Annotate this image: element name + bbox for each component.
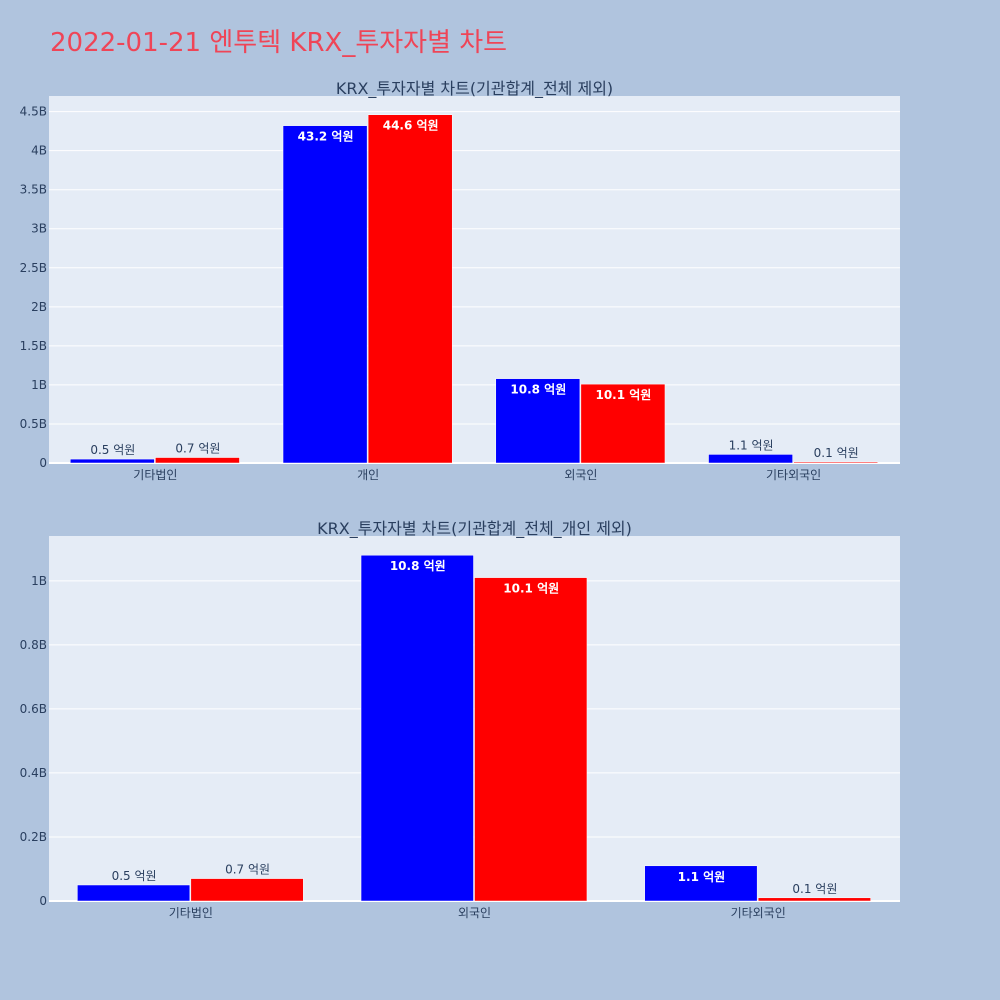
chart-top: KRX_투자자별 차트(기관합계_전체 제외) 0 0.5B 1B 1.5B 2B 2.5B… xyxy=(20,79,900,482)
top-chart-y-tick-label: 4.5B xyxy=(20,105,47,119)
top-chart-bar xyxy=(367,114,453,464)
top-chart-bar xyxy=(495,378,581,464)
bottom-chart-bar xyxy=(360,554,474,902)
bottom-chart-bar xyxy=(474,577,588,902)
bottom-chart-y-tick-label: 0.6B xyxy=(20,702,47,716)
top-chart-y-tick-label: 3.5B xyxy=(20,183,47,197)
bottom-chart-y-tick-label: 1B xyxy=(31,574,47,588)
bottom-chart-title: KRX_투자자별 차트(기관합계_전체_개인 제외) xyxy=(317,519,632,539)
top-chart-y-tick-label: 1B xyxy=(31,378,47,392)
page-title: 2022-01-21 엔투텍 KRX_투자자별 차트 xyxy=(50,28,508,58)
top-chart-plot-area xyxy=(49,96,900,463)
bottom-chart-y-tick-label: 0.8B xyxy=(20,638,47,652)
top-chart-data-label: 0.5 억원 xyxy=(90,443,135,457)
top-chart-bar xyxy=(793,461,878,464)
top-chart-y-tick-label: 3B xyxy=(31,222,47,236)
bottom-chart-bar xyxy=(757,897,871,902)
top-chart-x-tick-label: 기타외국인 xyxy=(766,468,821,482)
bottom-chart-x-tick-label: 기타법인 xyxy=(169,906,213,920)
bottom-chart-bar xyxy=(77,884,191,902)
top-chart-bar xyxy=(580,383,666,464)
top-chart-y-tick-label: 0 xyxy=(39,456,47,470)
bottom-chart-x-tick-label: 기타외국인 xyxy=(731,906,786,920)
bottom-chart-data-label: 0.7 억원 xyxy=(225,863,270,877)
top-chart-data-label: 44.6 억원 xyxy=(383,119,439,133)
top-chart-x-tick-label: 외국인 xyxy=(564,468,597,482)
top-chart-y-tick-label: 4B xyxy=(31,144,47,158)
chart-bottom: KRX_투자자별 차트(기관합계_전체_개인 제외) 0 0.2B 0.4B 0.6B 0… xyxy=(20,519,900,920)
bottom-chart-y-tick-label: 0 xyxy=(39,894,47,908)
top-chart-data-label: 1.1 억원 xyxy=(729,438,774,452)
top-chart-data-label: 10.1 억원 xyxy=(595,388,651,402)
bottom-chart-data-label: 0.1 억원 xyxy=(792,882,837,896)
bottom-chart-y-tick-label: 0.4B xyxy=(20,766,47,780)
top-chart-bar xyxy=(708,454,793,464)
top-chart-data-label: 0.7 억원 xyxy=(175,442,220,456)
top-chart-x-tick-label: 기타법인 xyxy=(133,468,177,482)
top-chart-data-label: 43.2 억원 xyxy=(298,130,354,144)
top-chart-bar xyxy=(155,457,240,464)
bottom-chart-bar xyxy=(190,878,304,902)
top-chart-data-label: 10.8 억원 xyxy=(510,383,566,397)
top-chart-title: KRX_투자자별 차트(기관합계_전체 제외) xyxy=(336,79,613,99)
top-chart-y-tick-label: 1.5B xyxy=(20,339,47,353)
bottom-chart-data-label: 1.1 억원 xyxy=(678,870,726,884)
bottom-chart-data-label: 10.8 억원 xyxy=(390,559,446,573)
bottom-chart-data-label: 10.1 억원 xyxy=(503,582,559,596)
bottom-chart-bar xyxy=(644,865,758,902)
top-chart-y-tick-label: 0.5B xyxy=(20,417,47,431)
top-chart-x-tick-label: 개인 xyxy=(357,468,379,482)
bottom-chart-data-label: 0.5 억원 xyxy=(112,869,157,883)
top-chart-bar xyxy=(282,125,368,464)
top-chart-bar xyxy=(70,458,155,464)
top-chart-y-tick-label: 2.5B xyxy=(20,261,47,275)
top-chart-y-tick-label: 2B xyxy=(31,300,47,314)
top-chart-data-label: 0.1 억원 xyxy=(814,446,859,460)
bottom-chart-x-tick-label: 외국인 xyxy=(458,906,491,920)
bottom-chart-y-tick-label: 0.2B xyxy=(20,830,47,844)
